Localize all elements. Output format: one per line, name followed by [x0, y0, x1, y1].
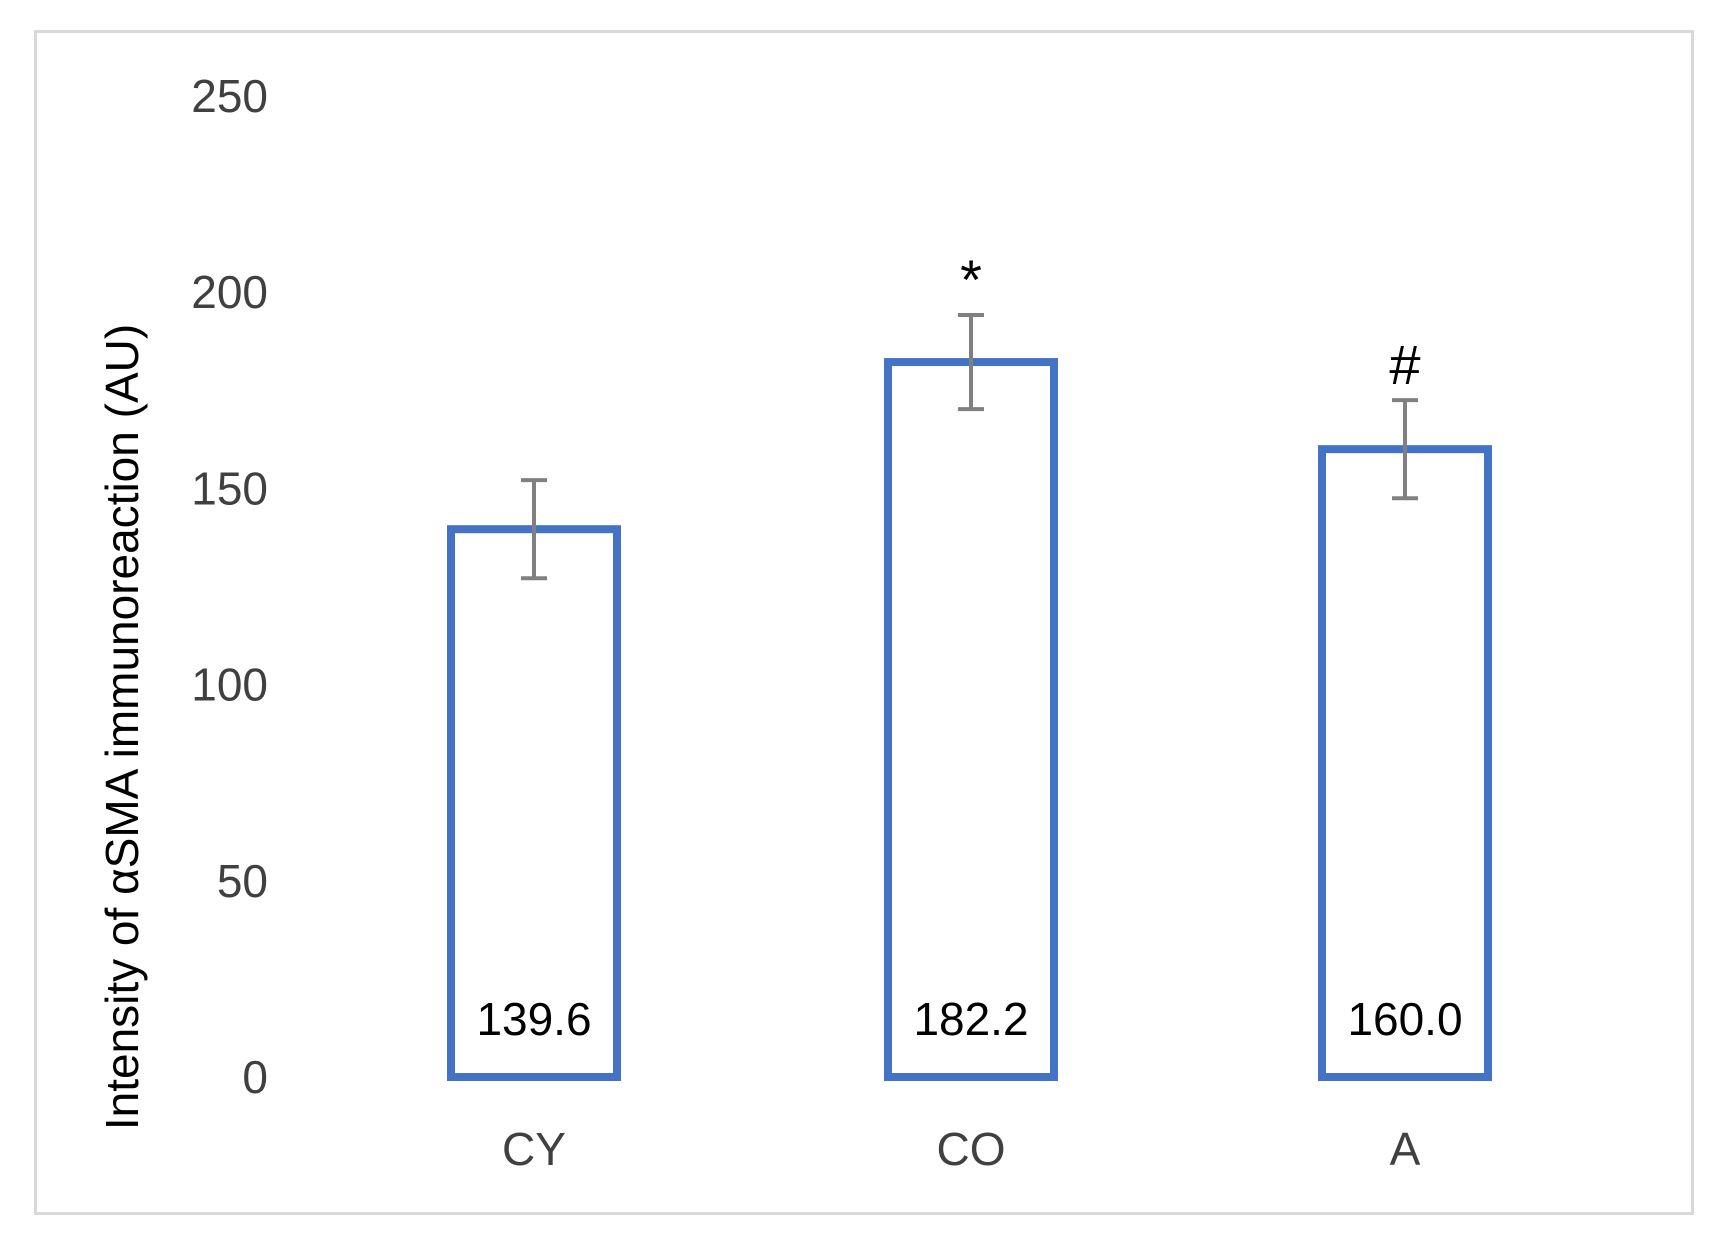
bar-cy	[447, 525, 621, 1081]
y-axis-title: Intensity of αSMA immunoreaction (AU)	[96, 324, 148, 1130]
y-tick-label: 50	[217, 855, 268, 907]
data-label: 182.2	[913, 993, 1028, 1045]
bars	[447, 358, 1492, 1082]
significance-marker: *	[960, 248, 982, 311]
category-label: A	[1390, 1123, 1421, 1175]
data-label: 160.0	[1347, 993, 1462, 1045]
y-tick-label: 200	[191, 266, 268, 318]
error-bars	[521, 312, 1418, 581]
value-labels: 139.6 182.2 160.0	[476, 993, 1462, 1045]
y-tick-label: 250	[191, 70, 268, 122]
x-axis-categories: CY CO A	[502, 1123, 1421, 1175]
category-label: CO	[937, 1123, 1006, 1175]
significance-marker: #	[1389, 333, 1420, 396]
significance-markers: *#	[960, 248, 1420, 396]
y-tick-label: 100	[191, 659, 268, 711]
bar-co	[884, 358, 1058, 1082]
y-tick-label: 150	[191, 462, 268, 514]
y-axis-ticks: 0 50 100 150 200 250	[191, 70, 268, 1103]
bar-a	[1318, 445, 1492, 1082]
y-tick-label: 0	[242, 1051, 268, 1103]
data-label: 139.6	[476, 993, 591, 1045]
category-label: CY	[502, 1123, 566, 1175]
